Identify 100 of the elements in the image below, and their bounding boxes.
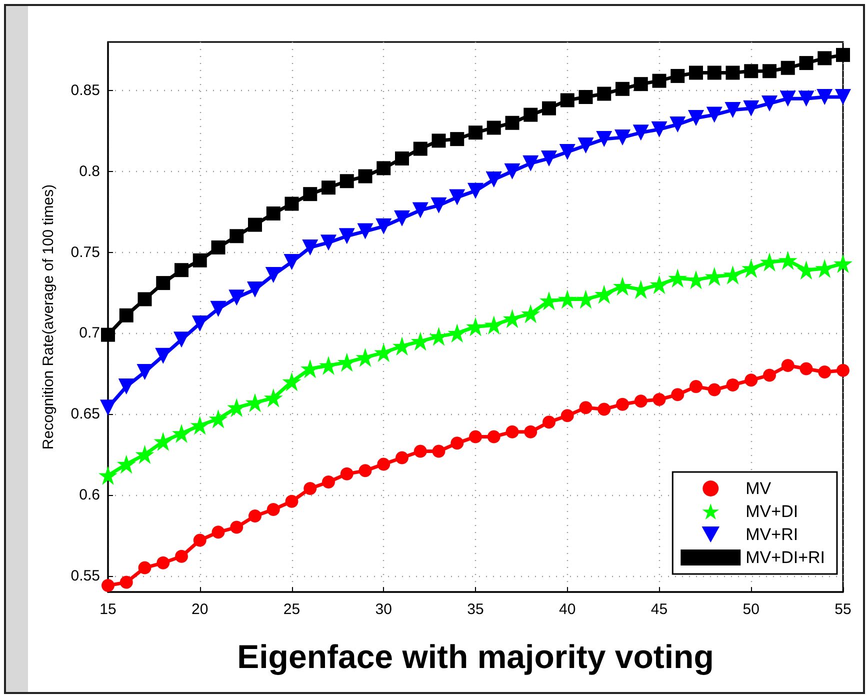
point [836, 48, 850, 62]
point [377, 458, 390, 471]
point [800, 362, 813, 376]
point [320, 234, 336, 251]
point [688, 110, 704, 126]
point [98, 466, 118, 486]
point [120, 576, 133, 589]
point [835, 89, 851, 105]
point [248, 509, 262, 522]
point [340, 174, 354, 188]
point [541, 150, 557, 166]
point [742, 258, 761, 278]
point [506, 425, 519, 438]
point [652, 74, 666, 88]
point [726, 66, 740, 80]
point [744, 64, 758, 78]
point [282, 372, 302, 392]
point [578, 90, 593, 104]
point [135, 445, 154, 464]
point [524, 108, 538, 122]
point [192, 253, 207, 268]
point [396, 451, 408, 464]
y-tick-label: 0.6 [79, 486, 100, 504]
point [210, 300, 226, 317]
x-tick-label: 55 [834, 601, 852, 618]
point [265, 266, 282, 283]
point [799, 56, 814, 70]
point [322, 476, 335, 488]
point [743, 100, 760, 116]
point [704, 267, 724, 286]
point [781, 359, 794, 372]
point [190, 416, 210, 435]
point [505, 116, 520, 130]
point [596, 131, 612, 148]
point [119, 308, 134, 322]
point [413, 142, 428, 156]
point [486, 172, 502, 188]
point [762, 64, 776, 78]
point [634, 394, 648, 408]
point [302, 239, 318, 256]
y-tick-label: 0.75 [70, 244, 100, 261]
point [522, 155, 539, 172]
point [816, 89, 833, 105]
point [248, 218, 262, 232]
x-tick-label: 20 [192, 601, 208, 618]
x-tick-label: 35 [467, 601, 484, 618]
point [744, 374, 758, 387]
x-tick-label: 30 [375, 601, 392, 618]
point [138, 292, 152, 306]
point [376, 161, 391, 176]
point [521, 304, 540, 324]
point [689, 66, 703, 80]
y-tick-label: 0.65 [70, 406, 100, 423]
point [303, 187, 318, 202]
point [228, 290, 245, 306]
point [449, 189, 466, 206]
point [118, 378, 134, 395]
point [376, 218, 392, 234]
point [322, 180, 336, 195]
point [560, 93, 574, 108]
legend-label: MV+DI [746, 502, 798, 521]
point [266, 503, 280, 516]
y-tick-label: 0.55 [70, 567, 100, 584]
point [156, 556, 170, 570]
point [796, 260, 816, 280]
point [247, 282, 263, 298]
point [484, 316, 504, 335]
point [412, 202, 428, 218]
point [211, 240, 226, 254]
y-tick-label: 0.8 [79, 162, 100, 180]
point [836, 364, 850, 377]
point [136, 364, 153, 380]
point [559, 144, 576, 160]
point [524, 425, 538, 438]
point [723, 265, 742, 284]
point [651, 121, 668, 138]
x-tick-label: 15 [100, 601, 116, 618]
point [116, 454, 136, 474]
point [650, 275, 669, 294]
point [706, 106, 722, 123]
point [614, 129, 630, 146]
point [414, 444, 427, 458]
point [432, 134, 446, 148]
point [192, 315, 208, 332]
point [780, 60, 795, 75]
point [395, 151, 409, 166]
point [560, 409, 574, 422]
point [632, 124, 649, 141]
point [174, 332, 190, 348]
point [504, 163, 520, 180]
point [616, 398, 629, 411]
point [450, 436, 464, 450]
point [100, 400, 116, 416]
point [558, 290, 577, 309]
point [818, 51, 832, 66]
point [818, 366, 832, 378]
x-tick-label: 25 [283, 601, 300, 618]
x-tick-label: 50 [742, 601, 760, 618]
point [668, 268, 688, 288]
point [285, 494, 298, 508]
